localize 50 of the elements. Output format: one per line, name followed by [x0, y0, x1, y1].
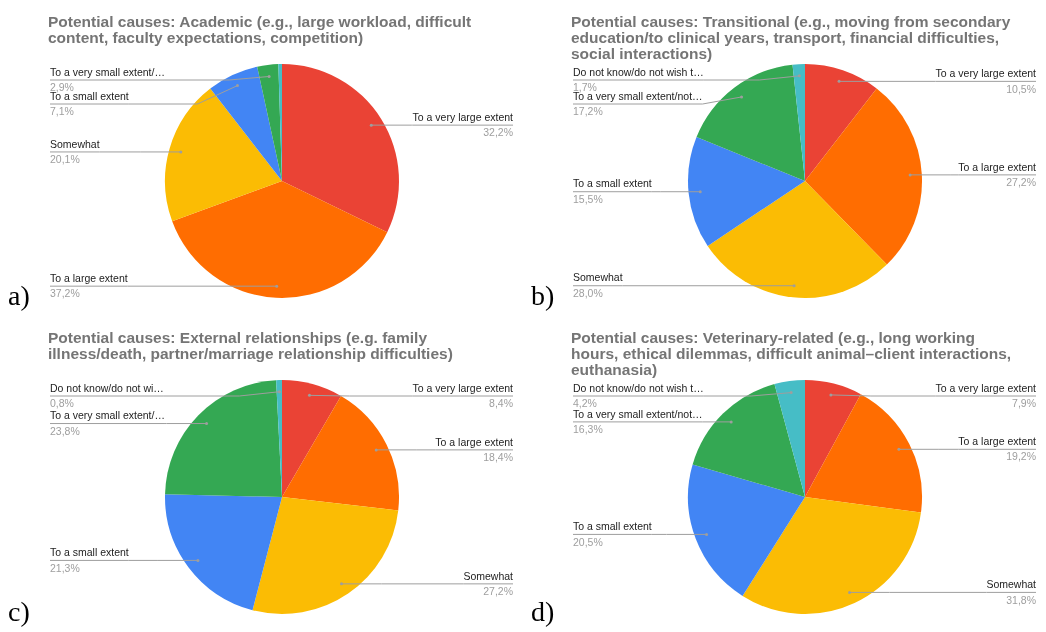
text: a) — [8, 280, 30, 312]
slice-label: Do not know/do not wish t… — [573, 65, 704, 78]
text: b) — [531, 280, 555, 312]
data-label: 17,2% — [573, 105, 603, 118]
slice-label: Do not know/do not wish t… — [573, 381, 704, 394]
text: d) — [531, 596, 555, 628]
data-label: 31,8% — [1006, 593, 1036, 606]
slice-label: To a very small extent/not… — [573, 407, 703, 420]
data-label: 27,2% — [483, 585, 513, 598]
data-label: 18,4% — [483, 451, 513, 464]
slice-label: To a very large extent — [935, 67, 1037, 80]
data-label: 19,2% — [1006, 450, 1036, 463]
slice-label: Somewhat — [573, 271, 623, 284]
slice-label: Do not know/do not wi… — [50, 381, 164, 394]
slice-label: To a very large extent — [935, 381, 1037, 394]
chart-title: Potential causes: External relationships (e.g. family illness/death, partner/marriage relationship difficulties) — [48, 329, 454, 362]
data-label: 16,3% — [573, 423, 603, 436]
data-label: 20,5% — [573, 535, 603, 548]
slice-label: To a large extent — [50, 271, 128, 284]
slice-label: Somewhat — [463, 569, 514, 582]
chart-title: Potential causes: Academic (e.g., large workload, difficult content, faculty expectations, competition) — [48, 13, 473, 46]
data-label: 21,3% — [50, 561, 80, 574]
data-label: 32,2% — [483, 126, 513, 139]
slice-label: To a very small extent/… — [50, 409, 165, 422]
slice-label: Somewhat — [986, 578, 1037, 591]
data-label: 37,2% — [50, 287, 80, 300]
slice-label: To a large extent — [958, 160, 1037, 173]
data-label: 0,8% — [50, 397, 74, 410]
chart-title: Potential causes: Transitional (e.g., moving from secondary education/to clinical years, transport, financial difficulties, social interactions) — [571, 13, 1012, 62]
slice-label: To a very large extent — [412, 381, 514, 394]
data-label: 15,5% — [573, 192, 603, 205]
chart-title: Potential causes: Veterinary-related (e.g., long working hours, ethical dilemmas, difficult animal–client interactions, euthanasia) — [571, 329, 1013, 378]
text: c) — [8, 596, 30, 628]
slice-label: To a large extent — [435, 435, 514, 448]
data-label: 7,1% — [50, 105, 74, 118]
data-label: 7,9% — [1012, 397, 1036, 410]
data-label: 20,1% — [50, 153, 80, 166]
slice-label: To a small extent — [50, 546, 129, 559]
data-label: 10,5% — [1006, 82, 1036, 95]
slice-label: To a very large extent — [412, 110, 514, 123]
slice-label: Somewhat — [50, 137, 100, 150]
data-label: 27,2% — [1006, 176, 1036, 189]
data-label: 4,2% — [573, 397, 597, 410]
data-label: 28,0% — [573, 286, 603, 299]
slice-label: To a small extent — [573, 177, 652, 190]
data-label: 8,4% — [489, 397, 513, 410]
data-label: 23,8% — [50, 424, 80, 437]
slice-label: To a large extent — [958, 434, 1037, 447]
slice-label: To a small extent — [573, 520, 652, 533]
slice-label: To a very small extent/… — [50, 65, 165, 78]
